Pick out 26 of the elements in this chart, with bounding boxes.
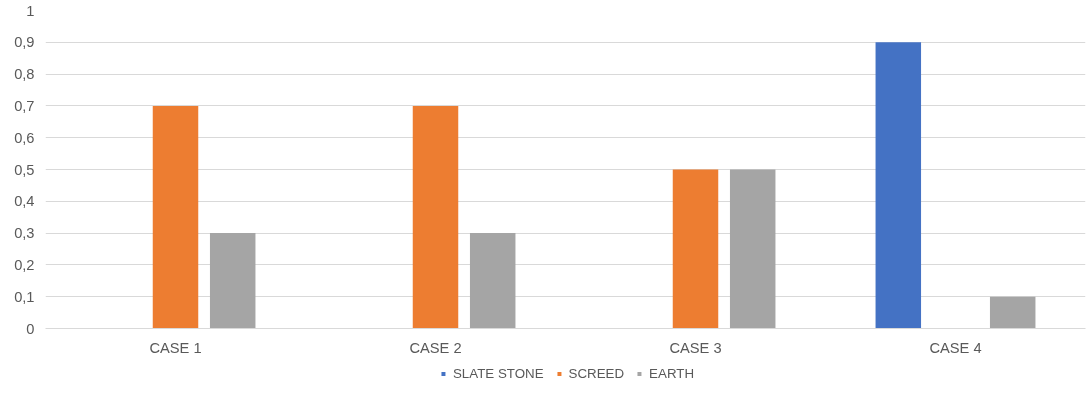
- y-tick-label: 0,8: [14, 66, 35, 83]
- y-tick-label: 0: [26, 320, 35, 337]
- legend-label: SLATE STONE: [452, 365, 544, 381]
- x-tick-label: CASE 4: [929, 339, 982, 356]
- legend-label: EARTH: [649, 365, 695, 381]
- bar: [875, 42, 922, 329]
- legend-label: SCREED: [568, 365, 625, 381]
- y-tick-label: 0,3: [14, 225, 35, 242]
- y-tick-label: 0,5: [14, 161, 35, 178]
- bar: [152, 105, 199, 329]
- bar: [412, 105, 459, 329]
- y-tick-label: 0,1: [14, 288, 35, 305]
- y-tick-label: 0,6: [14, 129, 35, 146]
- bar: [209, 233, 256, 329]
- y-tick-label: 1: [26, 2, 35, 19]
- x-tick-label: CASE 2: [409, 339, 462, 356]
- bar: [469, 233, 516, 329]
- x-tick-label: CASE 3: [669, 339, 722, 356]
- y-tick-label: 0,4: [14, 193, 35, 210]
- bar: [729, 169, 776, 329]
- bar: [989, 296, 1036, 329]
- bar: [672, 169, 719, 329]
- y-tick-label: 0,7: [14, 97, 35, 114]
- y-tick-label: 0,9: [14, 34, 35, 51]
- x-tick-label: CASE 1: [149, 339, 202, 356]
- y-tick-label: 0,2: [14, 256, 35, 273]
